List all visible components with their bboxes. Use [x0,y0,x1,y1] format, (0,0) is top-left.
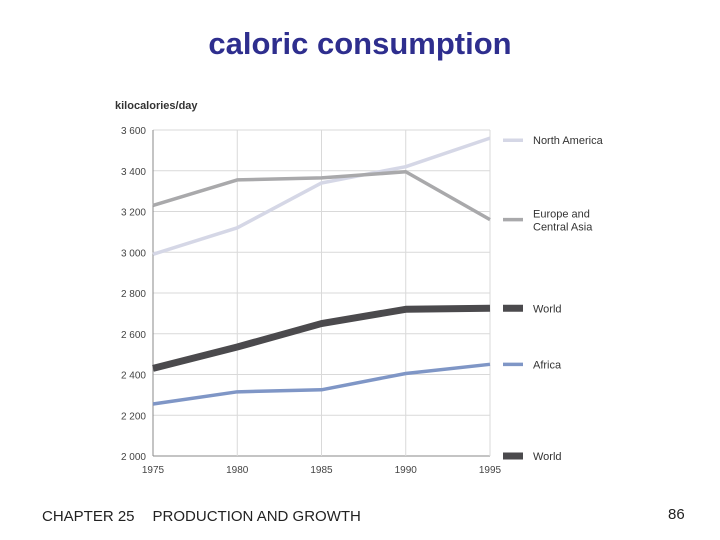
y-tick-label: 2 400 [121,371,146,382]
y-tick-label: 3 000 [121,248,146,259]
footer-chapter: CHAPTER 25 [42,508,135,525]
legend-label: Central Asia [533,222,593,234]
y-tick-label: 2 000 [121,452,146,463]
line-chart: kilocalories/day 2 000 2 200 2 400 2 600 2 80… [115,100,604,476]
y-tick-label: 2 800 [121,289,146,300]
footer: CHAPTER 25 PRODUCTION AND GROWTH [42,508,361,525]
legend-label: Africa [533,359,562,371]
x-tick-label: 1975 [142,465,165,476]
page-number: 86 [668,506,685,523]
y-tick-label: 3 600 [121,126,146,137]
y-tick-label: 2 600 [121,330,146,341]
legend-label: World [533,451,562,463]
legend-label: North America [533,135,604,147]
y-tick-label: 2 200 [121,411,146,422]
x-tick-label: 1985 [310,465,333,476]
series-line [152,170,491,222]
footer-title: PRODUCTION AND GROWTH [152,508,361,525]
y-tick-label: 3 200 [121,208,146,219]
legend-label: World [533,303,562,315]
series-line [152,362,491,406]
legend-label: Europe and [533,209,590,221]
x-tick-label: 1980 [226,465,249,476]
series-line [152,136,491,256]
x-tick-label: 1995 [479,465,502,476]
y-axis-label: kilocalories/day [115,100,198,112]
slide-title: caloric consumption [208,26,512,61]
x-tick-label: 1990 [395,465,418,476]
y-tick-label: 3 400 [121,167,146,178]
series-line [152,304,491,372]
